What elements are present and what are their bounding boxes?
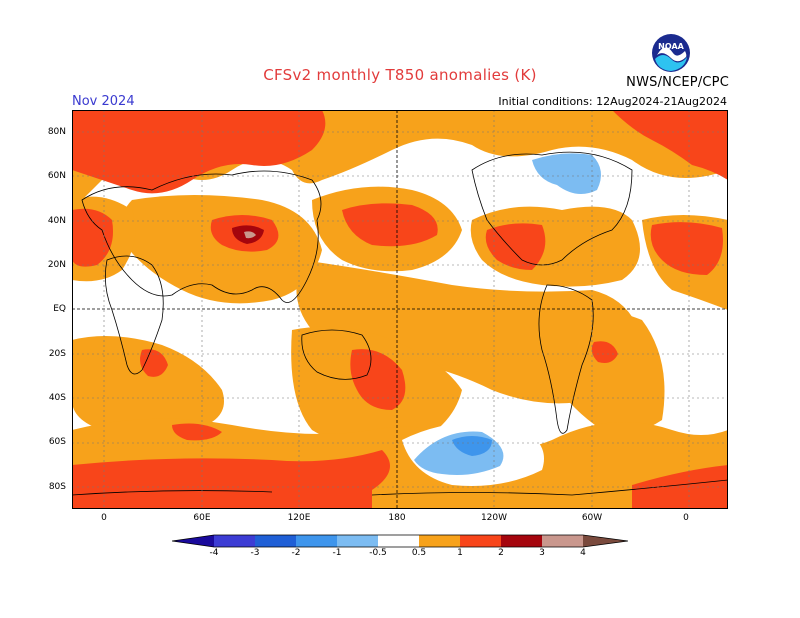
colorbar-segment (172, 535, 214, 547)
lon-label: 180 (388, 513, 406, 523)
lat-label: 20N (47, 260, 66, 270)
lon-label: 60E (193, 513, 211, 523)
svg-text:NOAA: NOAA (658, 42, 684, 51)
anomaly-region (72, 336, 224, 435)
anomaly-region (72, 208, 113, 267)
anomaly-region (342, 203, 438, 247)
colorbar-segment (214, 535, 255, 547)
anomaly-region (532, 153, 601, 194)
colorbar-label: 4 (580, 548, 586, 558)
colorbar-label: -3 (250, 548, 260, 558)
colorbar-segment (501, 535, 542, 547)
colorbar-segment (583, 535, 628, 547)
lon-label: 120W (480, 513, 508, 523)
map-title: CFSv2 monthly T850 anomalies (K) (263, 66, 537, 84)
colorbar-label: -0.5 (369, 548, 387, 558)
lat-label: 80N (47, 127, 66, 137)
lon-label: 60W (581, 513, 603, 523)
lat-label: 40N (47, 216, 66, 226)
anomaly-region (591, 341, 618, 363)
colorbar-segment (378, 535, 419, 547)
map-frame (72, 110, 728, 509)
lon-label: 0 (683, 513, 689, 523)
lat-label: 20S (48, 349, 66, 359)
lon-label: 0 (101, 513, 107, 523)
colorbar-segment (255, 535, 296, 547)
anomaly-region (632, 465, 728, 509)
lon-label: 120E (287, 513, 311, 523)
anomaly-region (72, 110, 326, 194)
lat-label: 60S (48, 437, 66, 447)
organization-label: NWS/NCEP/CPC (626, 75, 729, 90)
colorbar-label: 2 (498, 548, 504, 558)
anomaly-map (72, 110, 728, 509)
lat-label: EQ (53, 304, 66, 314)
anomaly-region (612, 110, 728, 180)
colorbar-segment (296, 535, 337, 547)
forecast-month: Nov 2024 (72, 94, 135, 109)
colorbar-segment (542, 535, 583, 547)
anomaly-region (350, 349, 406, 410)
colorbar-label: 0.5 (411, 548, 427, 558)
colorbar-segment (419, 535, 460, 547)
colorbar-segment (337, 535, 378, 547)
anomaly-region (72, 450, 390, 509)
colorbar-label: -2 (291, 548, 301, 558)
initial-conditions: Initial conditions: 12Aug2024-21Aug2024 (498, 95, 727, 108)
anomaly-region (538, 306, 665, 434)
lat-label: 80S (48, 482, 66, 492)
colorbar-label: 3 (539, 548, 545, 558)
colorbar-segment (460, 535, 501, 547)
colorbar (172, 534, 628, 548)
colorbar-label: 1 (457, 548, 463, 558)
anomaly-region (452, 436, 492, 456)
anomaly-region (650, 222, 723, 275)
anomaly-region (140, 349, 168, 377)
anomaly-region (485, 223, 546, 270)
graticule (72, 110, 728, 509)
colorbar-label: -4 (209, 548, 219, 558)
lat-label: 60N (47, 171, 66, 181)
lat-label: 40S (48, 393, 66, 403)
noaa-logo-icon: NOAA (652, 34, 690, 72)
anomaly-region (172, 423, 222, 441)
colorbar-label: -1 (332, 548, 342, 558)
anomaly-region (244, 231, 256, 239)
